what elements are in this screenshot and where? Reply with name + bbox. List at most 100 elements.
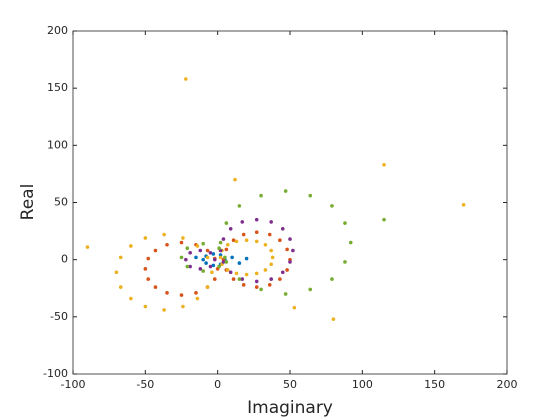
point: [221, 237, 226, 241]
point: [129, 244, 133, 248]
point: [254, 239, 259, 244]
point: [240, 220, 245, 224]
point: [331, 317, 336, 321]
point: [179, 255, 184, 260]
point: [288, 260, 292, 264]
point: [162, 232, 166, 237]
point: [153, 248, 158, 253]
point: [267, 283, 272, 287]
point: [330, 204, 334, 208]
point: [270, 255, 275, 260]
point: [283, 292, 288, 296]
point: [165, 243, 169, 247]
x-tick-label: -100: [61, 378, 86, 391]
point: [244, 256, 249, 261]
point: [382, 162, 386, 167]
point: [224, 221, 229, 225]
point: [224, 247, 229, 252]
y-tick-label: 50: [54, 196, 68, 209]
point: [237, 261, 242, 265]
point: [254, 271, 259, 276]
x-tick-label: 100: [352, 378, 373, 391]
point: [263, 268, 268, 272]
point: [237, 204, 242, 208]
x-tick-label: 200: [497, 378, 518, 391]
point: [211, 252, 216, 256]
y-tick-label: 200: [47, 24, 68, 37]
point: [143, 304, 148, 309]
point: [179, 240, 184, 245]
point: [188, 251, 192, 255]
y-tick-label: -100: [43, 367, 68, 380]
point: [204, 261, 208, 265]
point: [205, 255, 210, 260]
y-tick-label: 100: [47, 138, 68, 151]
point: [280, 226, 285, 231]
x-tick-label: 150: [424, 378, 445, 391]
point: [241, 283, 246, 287]
point: [224, 260, 229, 264]
x-axis-label: Imaginary: [247, 398, 333, 418]
point: [259, 193, 263, 198]
point: [254, 217, 259, 222]
point: [234, 271, 239, 276]
point: [217, 246, 221, 251]
x-tick-label: 0: [214, 378, 221, 391]
point: [228, 226, 233, 231]
point: [254, 285, 259, 289]
point: [231, 238, 236, 243]
point: [143, 267, 148, 271]
point: [285, 268, 289, 272]
point: [146, 277, 151, 281]
point: [233, 177, 237, 182]
point: [198, 248, 203, 253]
point: [244, 272, 249, 277]
point: [184, 257, 188, 262]
x-tick-label: 50: [283, 378, 297, 391]
point: [231, 277, 236, 281]
point: [218, 240, 223, 245]
point: [211, 263, 216, 268]
point: [267, 232, 272, 237]
point: [280, 270, 285, 275]
point: [461, 202, 466, 207]
point: [285, 247, 289, 252]
point: [254, 279, 259, 284]
point: [278, 238, 282, 243]
point: [343, 221, 347, 225]
point: [194, 255, 198, 260]
point: [195, 244, 200, 248]
point: [201, 269, 205, 273]
point: [292, 305, 297, 310]
point: [198, 267, 203, 271]
point: [254, 230, 259, 235]
point: [308, 193, 313, 198]
point: [208, 251, 213, 255]
point: [269, 262, 273, 267]
point: [153, 285, 158, 289]
point: [308, 287, 313, 292]
point: [143, 236, 148, 240]
point: [212, 277, 217, 281]
point: [237, 277, 242, 281]
point: [382, 217, 386, 222]
point: [343, 260, 347, 264]
point: [269, 248, 273, 253]
axes-box: [72, 30, 508, 375]
point: [234, 239, 239, 244]
point: [85, 245, 90, 249]
point: [223, 255, 227, 260]
point: [118, 285, 123, 289]
point: [201, 257, 205, 262]
point: [244, 238, 249, 243]
point: [263, 243, 268, 247]
point: [165, 291, 169, 295]
point: [240, 277, 245, 281]
point: [218, 255, 223, 260]
x-tick-label: -50: [136, 378, 154, 391]
point: [118, 255, 123, 260]
point: [201, 241, 205, 246]
point: [269, 220, 273, 224]
